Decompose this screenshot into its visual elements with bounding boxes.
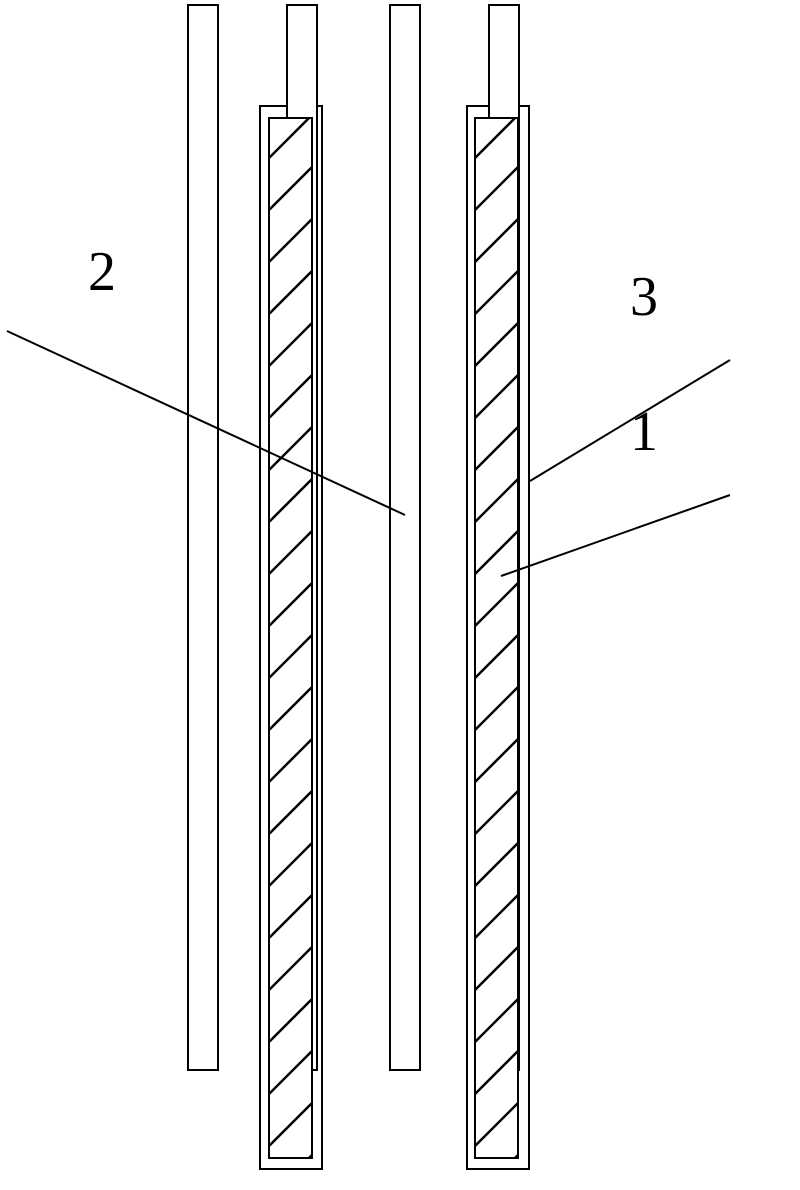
label-2: 2	[88, 240, 116, 304]
label-3: 3	[630, 265, 658, 329]
label-1: 1	[630, 400, 658, 464]
bar-thin-1	[188, 5, 218, 1070]
leader-1	[501, 495, 730, 576]
hatched-inner-2	[465, 105, 528, 1190]
hatched-inner-1	[259, 105, 322, 1190]
diagram-root: 2 3 1	[0, 0, 800, 1190]
bar-thin-2	[390, 5, 420, 1070]
diagram-svg	[0, 0, 800, 1190]
